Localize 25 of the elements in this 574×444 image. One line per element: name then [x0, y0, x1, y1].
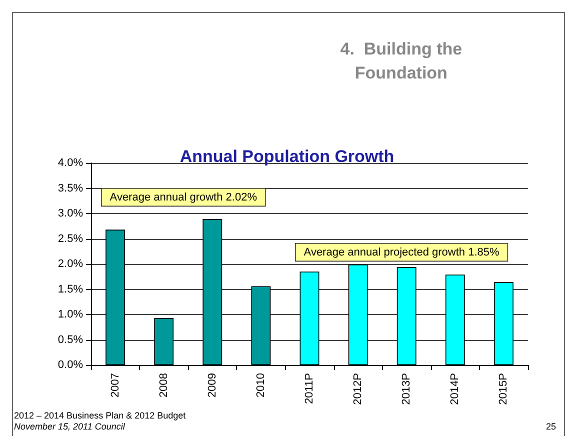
- x-tick-label: 2010: [254, 373, 267, 398]
- y-tick-label: 2.0%: [58, 258, 84, 270]
- y-tick-label: 1.5%: [58, 283, 84, 296]
- text: 2012 – 2014 Business Plan & 2012 Budget: [14, 410, 186, 420]
- text: November 15, 2011 Council: [14, 422, 126, 432]
- y-tick-label: 0.0%: [58, 359, 84, 371]
- chart-subtitle: 4. Building the Foundation: [340, 40, 462, 82]
- y-tick-label: 3.0%: [58, 208, 84, 220]
- chart-title: Annual Population Growth: [180, 147, 394, 166]
- y-tick-label: 1.0%: [58, 308, 84, 320]
- annotation: Average annual growth 2.02%: [110, 191, 258, 204]
- x-tick-label: 2007: [109, 373, 122, 398]
- y-tick-label: 2.5%: [58, 232, 84, 245]
- y-tick-label: 4.0%: [58, 157, 84, 169]
- annotation: Average annual projected growth 1.85%: [304, 246, 500, 258]
- x-tick-label: 2013P: [400, 373, 413, 405]
- y-tick-label: 0.5%: [58, 334, 84, 346]
- x-tick-label: 2011P: [304, 373, 316, 404]
- x-tick-label: 2008: [158, 373, 170, 398]
- text: 25: [546, 422, 556, 432]
- x-tick-label: 2012P: [352, 373, 364, 405]
- x-tick-label: 2014P: [449, 373, 462, 405]
- x-tick-label: 2009: [206, 373, 218, 398]
- x-tick-label: 2015P: [498, 373, 510, 405]
- y-tick-label: 3.5%: [58, 182, 84, 194]
